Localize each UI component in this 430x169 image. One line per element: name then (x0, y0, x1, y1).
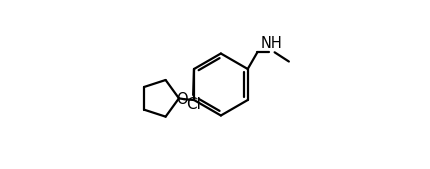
Text: NH: NH (261, 36, 283, 51)
Text: O: O (175, 92, 187, 107)
Text: Cl: Cl (186, 98, 201, 113)
